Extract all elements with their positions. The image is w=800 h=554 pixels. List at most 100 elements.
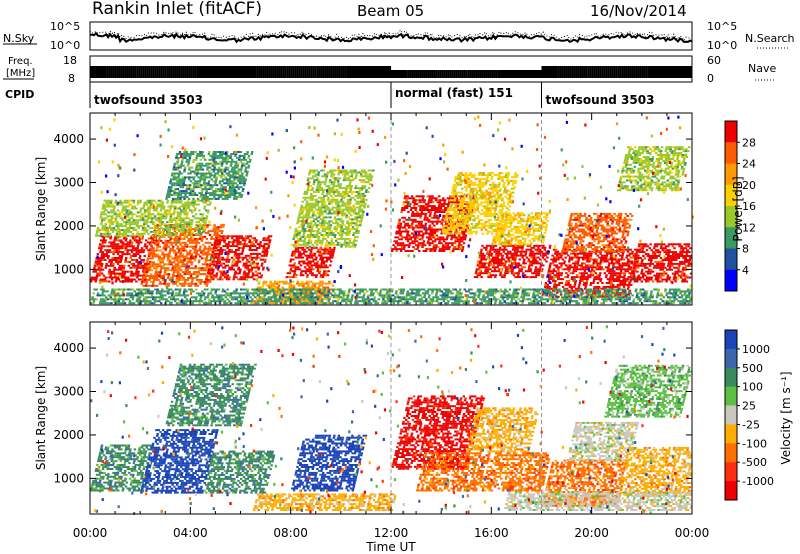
data-cell	[432, 216, 436, 219]
data-cell	[409, 238, 412, 241]
data-cell	[173, 174, 176, 177]
freq-bar	[266, 66, 269, 78]
data-cell	[204, 174, 208, 177]
data-cell	[134, 237, 137, 240]
data-cell	[419, 207, 422, 209]
data-cell	[305, 300, 308, 303]
data-cell	[309, 241, 313, 244]
data-cell	[221, 178, 225, 181]
data-cell	[433, 205, 436, 208]
data-cell	[261, 284, 265, 287]
data-cell	[331, 208, 334, 211]
data-cell	[329, 179, 332, 182]
data-cell	[454, 213, 458, 216]
data-cell	[188, 223, 191, 226]
data-cell	[185, 217, 188, 220]
data-cell	[210, 168, 214, 171]
data-cell	[198, 172, 201, 175]
data-cell	[146, 207, 150, 210]
data-cell	[455, 220, 458, 223]
data-cell	[271, 302, 274, 305]
data-cell	[151, 217, 154, 220]
data-cell	[232, 160, 236, 163]
data-cell	[171, 275, 175, 277]
data-cell	[345, 226, 348, 229]
data-cell	[360, 169, 364, 172]
data-cell	[190, 273, 193, 276]
data-cell	[265, 280, 268, 283]
data-cell	[233, 274, 236, 277]
data-cell	[125, 253, 129, 256]
data-cell	[315, 288, 318, 291]
data-cell	[137, 278, 141, 281]
data-cell	[353, 239, 356, 242]
data-cell	[129, 257, 132, 259]
data-cell	[180, 284, 184, 287]
data-cell	[128, 253, 131, 256]
data-cell	[333, 200, 336, 203]
data-cell	[298, 252, 301, 255]
data-cell	[335, 191, 338, 193]
data-cell	[177, 201, 180, 204]
data-cell	[178, 199, 181, 202]
data-cell	[183, 237, 186, 240]
data-cell	[199, 225, 202, 228]
data-cell	[479, 195, 482, 198]
cpid-segment-2: twofsound 3503	[546, 93, 655, 107]
data-cell	[461, 250, 464, 252]
data-cell	[201, 235, 204, 238]
data-cell	[152, 230, 155, 233]
data-cell	[233, 176, 236, 179]
data-cell	[487, 172, 490, 175]
data-cell	[315, 266, 318, 269]
data-cell	[148, 278, 151, 281]
data-cell	[297, 294, 301, 297]
data-cell	[146, 267, 150, 270]
data-cell	[407, 238, 410, 241]
data-cell	[340, 198, 343, 201]
data-cell	[147, 275, 150, 277]
data-cell	[195, 271, 198, 274]
data-cell	[359, 224, 362, 227]
data-cell	[278, 280, 281, 283]
data-cell	[196, 267, 199, 270]
data-cell	[293, 284, 296, 287]
data-cell	[245, 166, 248, 169]
data-cell	[429, 238, 433, 241]
data-cell	[186, 224, 189, 227]
data-cell	[193, 199, 197, 202]
data-cell	[165, 273, 168, 276]
data-cell	[261, 286, 264, 289]
data-cell	[422, 232, 425, 235]
data-cell	[406, 224, 409, 227]
data-cell	[276, 288, 280, 291]
data-cell	[223, 276, 227, 279]
data-cell	[228, 258, 231, 261]
data-cell	[459, 203, 462, 206]
data-cell	[119, 225, 123, 228]
data-cell	[145, 266, 148, 269]
data-cell	[327, 302, 330, 305]
data-cell	[317, 210, 320, 213]
data-cell	[458, 242, 461, 245]
data-cell	[320, 187, 323, 190]
data-cell	[283, 298, 286, 301]
data-cell	[469, 181, 472, 184]
data-cell	[233, 272, 237, 275]
data-cell	[222, 274, 225, 277]
data-cell	[360, 179, 364, 182]
data-cell	[225, 190, 229, 193]
freq-bar	[431, 70, 434, 78]
data-cell	[302, 262, 305, 265]
data-cell	[191, 277, 195, 279]
data-cell	[114, 280, 118, 283]
freq-bar	[519, 70, 522, 78]
data-cell	[337, 192, 340, 195]
data-cell	[457, 174, 460, 176]
data-cell	[466, 181, 470, 184]
data-cell	[290, 264, 294, 267]
freq-bar	[92, 66, 95, 78]
data-cell	[414, 236, 417, 239]
data-cell	[358, 171, 361, 174]
data-cell	[349, 206, 353, 209]
